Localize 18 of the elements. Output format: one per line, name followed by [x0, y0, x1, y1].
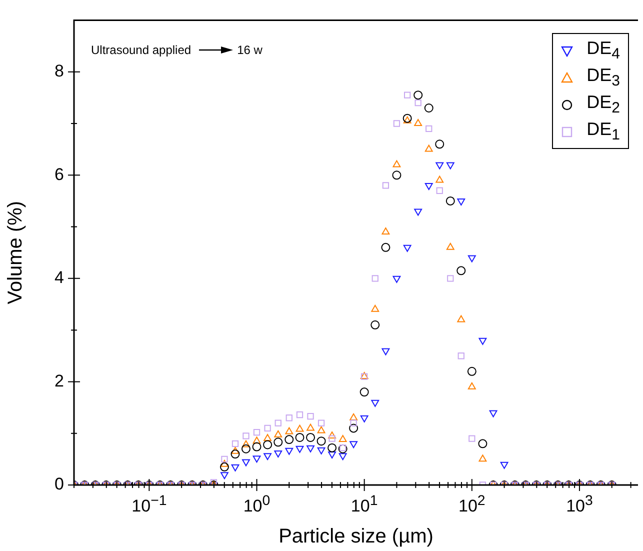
- y-tick-label: 6: [54, 164, 64, 184]
- x-tick-label: 10$^{−1}$: [132, 493, 167, 517]
- x-tick-label: 10$^{0}$: [243, 493, 270, 517]
- y-tick-label: 0: [54, 474, 64, 494]
- annotation: 16 w: [237, 43, 262, 58]
- legend-label: DE$_{4}$: [586, 38, 620, 63]
- y-tick-label: 4: [54, 268, 64, 288]
- y-tick-label: 8: [54, 62, 64, 81]
- y-tick-label: 2: [54, 371, 64, 390]
- y-axis-title: Volume (%): [4, 200, 27, 304]
- x-tick-label: 10$^{1}$: [350, 493, 378, 517]
- legend-label: DE$_{1}$: [586, 119, 620, 144]
- x-tick-label: 10$^{3}$: [566, 493, 593, 517]
- legend-label: DE$_{3}$: [586, 65, 620, 90]
- annotation: Ultrasound applied: [91, 43, 192, 58]
- legend-label: DE$_{2}$: [586, 92, 620, 117]
- x-axis-title: Particle size (µm): [278, 526, 434, 548]
- x-tick-label: 10$^{2}$: [458, 493, 486, 517]
